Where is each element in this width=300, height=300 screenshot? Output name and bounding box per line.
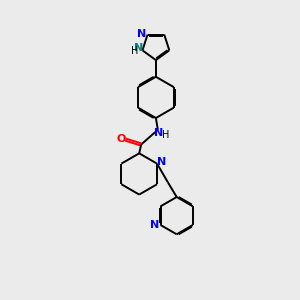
Text: N: N bbox=[154, 128, 163, 138]
Text: H: H bbox=[162, 130, 169, 140]
Text: O: O bbox=[116, 134, 126, 144]
Text: N: N bbox=[157, 157, 166, 167]
Text: N: N bbox=[137, 28, 147, 38]
Text: N: N bbox=[150, 220, 160, 230]
Text: N: N bbox=[134, 44, 144, 53]
Text: H: H bbox=[130, 46, 138, 56]
